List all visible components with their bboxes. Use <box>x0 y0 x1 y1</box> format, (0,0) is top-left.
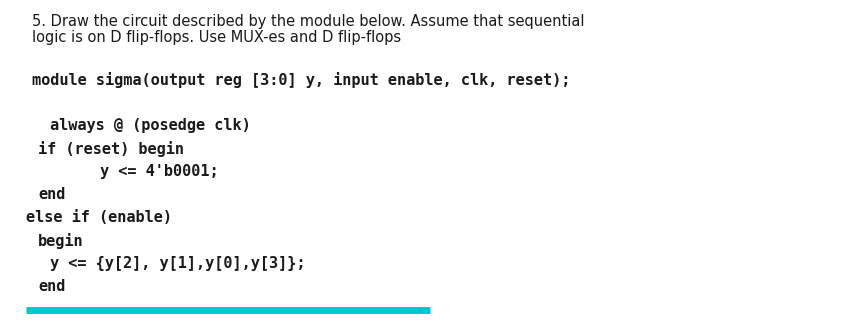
Text: y <= {y[2], y[1],y[0],y[3]};: y <= {y[2], y[1],y[0],y[3]}; <box>50 256 305 271</box>
Text: y <= 4'b0001;: y <= 4'b0001; <box>100 164 218 179</box>
Text: logic is on D flip-flops. Use MUX-es and D flip-flops: logic is on D flip-flops. Use MUX-es and… <box>32 30 401 45</box>
Text: 5. Draw the circuit described by the module below. Assume that sequential: 5. Draw the circuit described by the mod… <box>32 14 585 29</box>
Text: module sigma(output reg [3:0] y, input enable, clk, reset);: module sigma(output reg [3:0] y, input e… <box>32 72 570 88</box>
Text: begin: begin <box>38 233 84 249</box>
Text: end: end <box>38 279 65 294</box>
Text: if (reset) begin: if (reset) begin <box>38 141 184 157</box>
Text: always @ (posedge clk): always @ (posedge clk) <box>50 118 250 133</box>
Text: end: end <box>38 187 65 202</box>
Text: else if (enable): else if (enable) <box>26 210 172 225</box>
